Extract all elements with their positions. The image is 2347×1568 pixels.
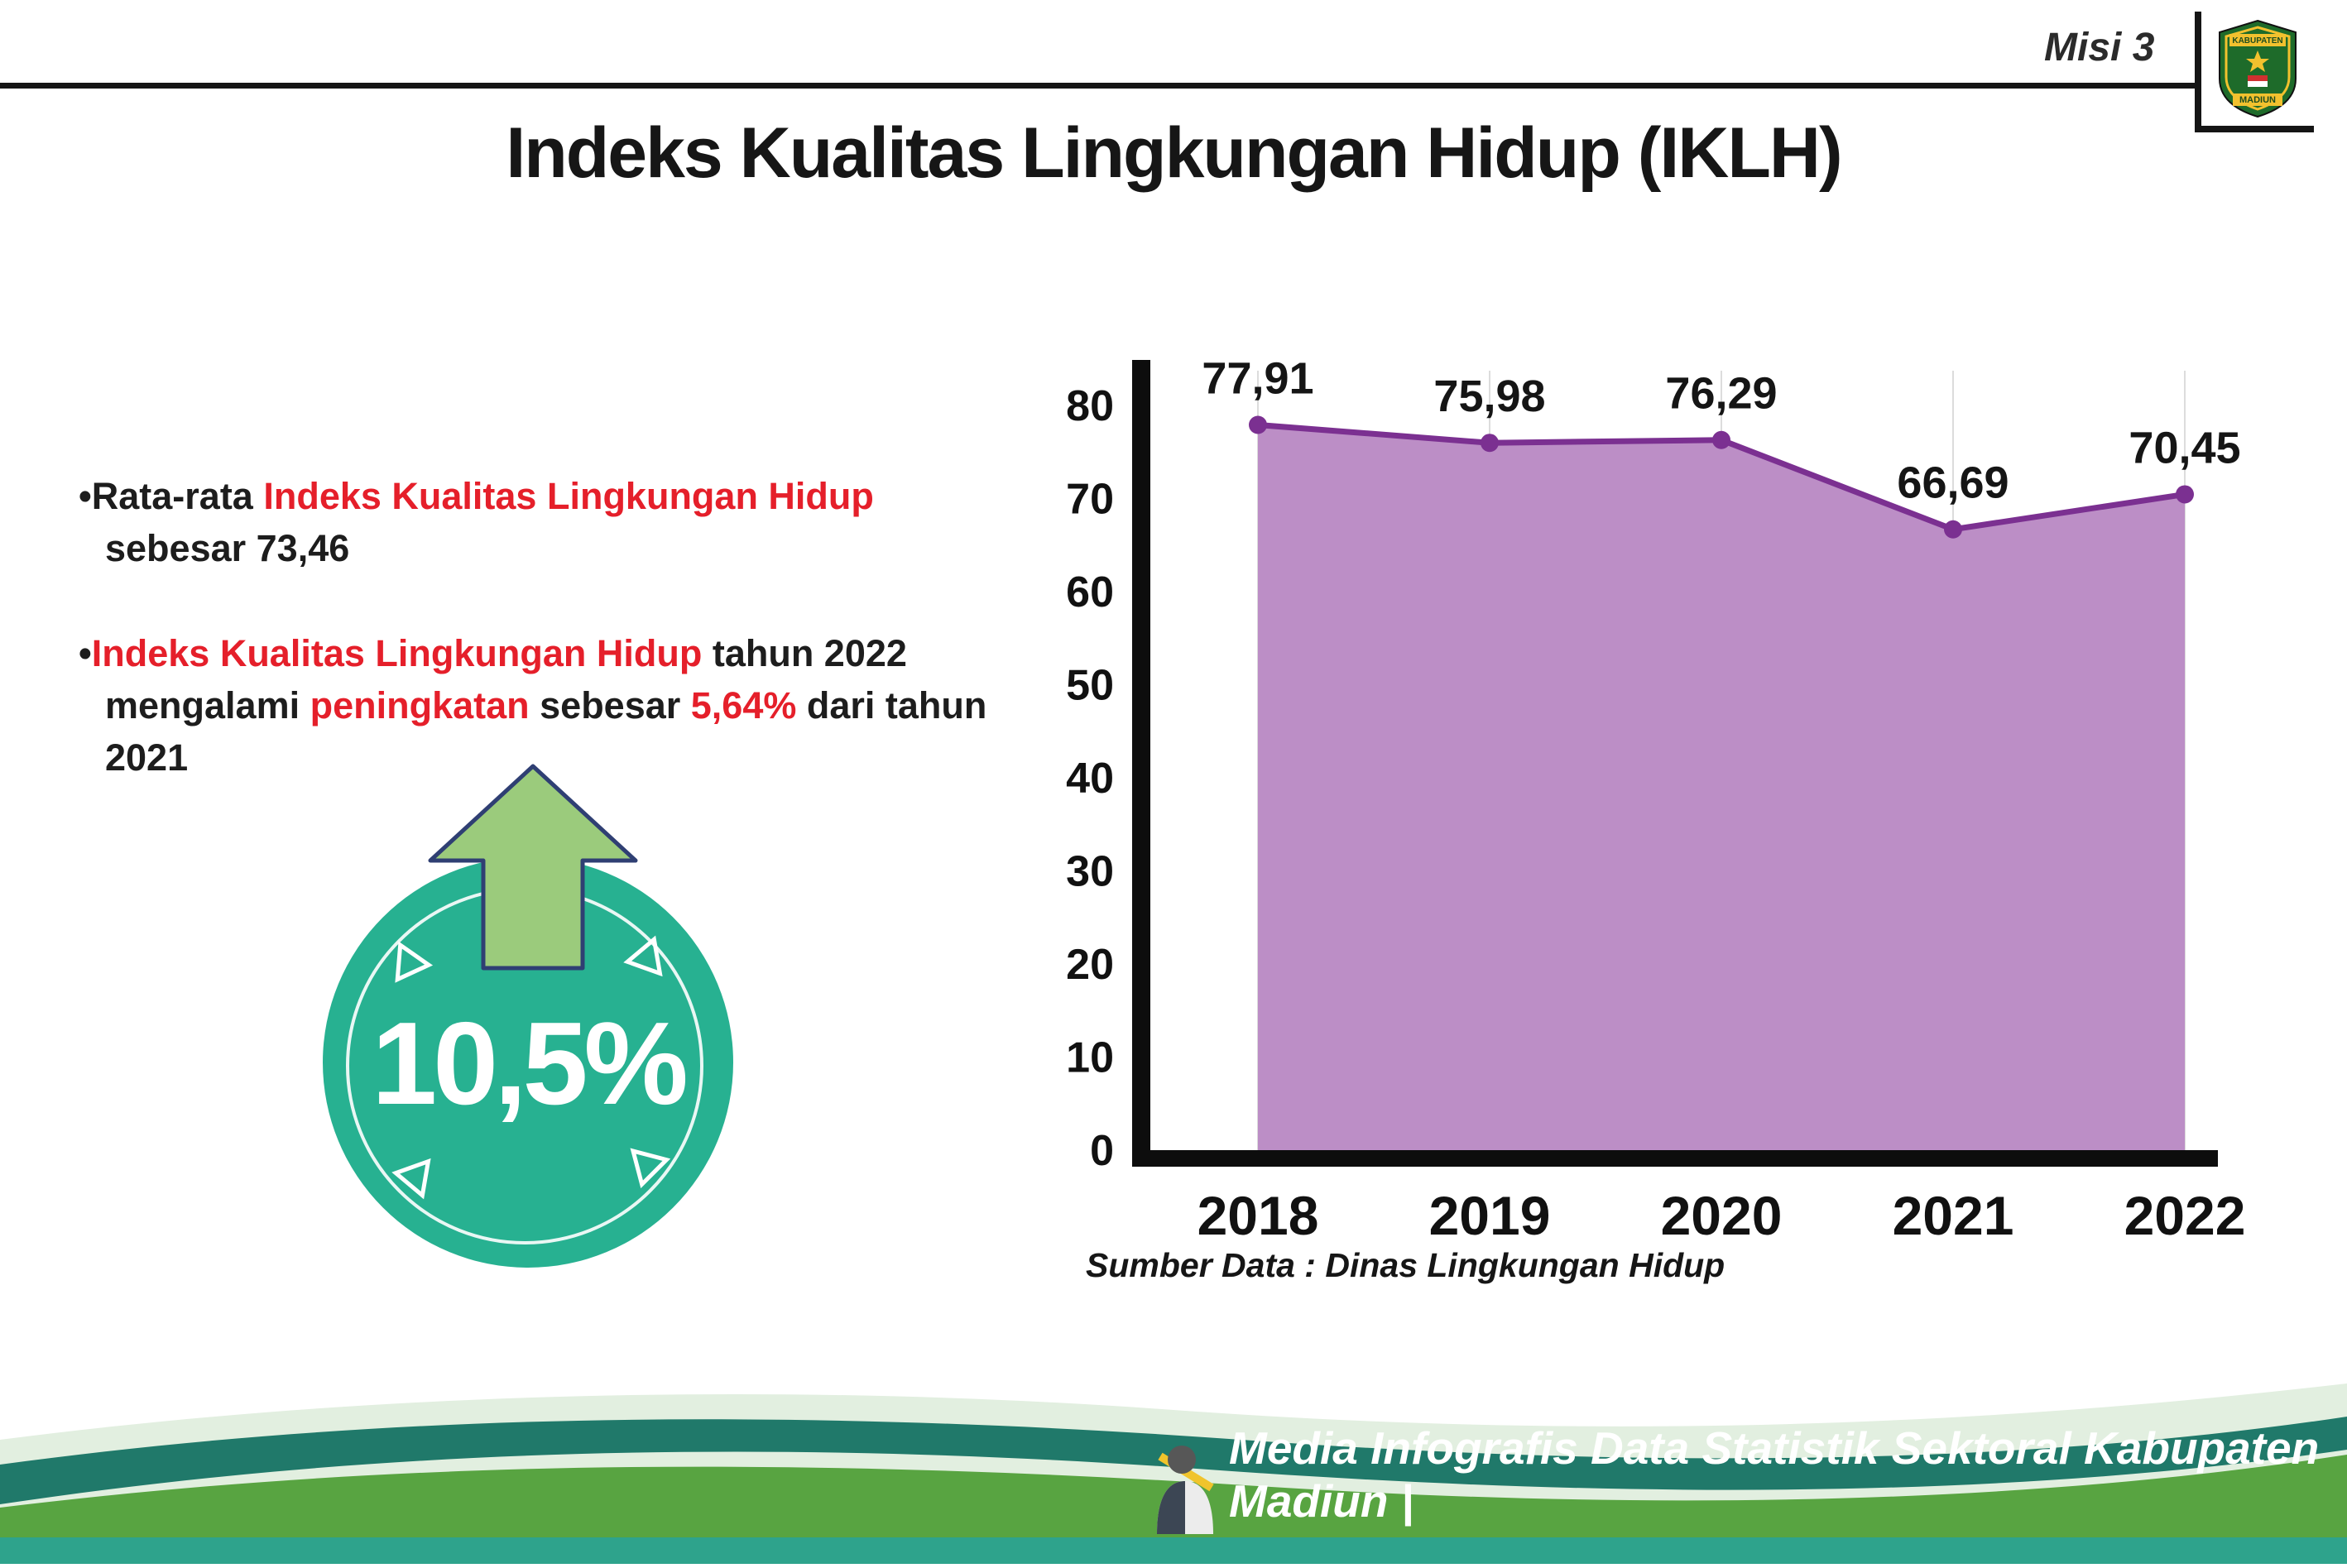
value-label: 76,29 xyxy=(1665,369,1777,419)
kabupaten-madiun-logo: KABUPATEN MADIUN xyxy=(2195,12,2314,132)
crest-inner-border xyxy=(2225,26,2291,111)
y-tick-label: 60 xyxy=(1066,568,1114,616)
text-segment: dari tahun 2021 xyxy=(105,684,987,779)
chart-canvas: 77,91 75,98 76,29 66,69 70,45 0 10 20 30 40 50 60 70… xyxy=(1066,354,2246,1246)
data-point xyxy=(1481,434,1499,453)
misi-label: Misi 3 xyxy=(2044,26,2155,70)
y-tick-label: 70 xyxy=(1066,476,1114,524)
crest-top-text: KABUPATEN xyxy=(2232,36,2282,46)
value-label: 66,69 xyxy=(1897,458,2009,508)
text-segment-highlight: Indeks Kualitas Lingkungan Hidup xyxy=(263,475,874,517)
badge-tick-triangle xyxy=(623,935,663,977)
text-segment: sebesar xyxy=(529,684,691,726)
footer-bottom-strip xyxy=(0,1537,2347,1564)
value-label: 75,98 xyxy=(1433,372,1545,421)
up-arrow-graphic xyxy=(428,764,638,971)
value-label: 77,91 xyxy=(1202,354,1313,404)
y-tick-label: 20 xyxy=(1066,941,1114,989)
crest-bottom-text: MADIUN xyxy=(2239,95,2276,105)
page-title: Indeks Kualitas Lingkungan Hidup (IKLH) xyxy=(506,113,1842,193)
badge-circle-graphic xyxy=(323,857,733,1268)
text-segment-highlight: Indeks Kualitas Lingkungan Hidup xyxy=(91,632,703,674)
x-tick-label: 2021 xyxy=(1893,1185,2014,1246)
badge-tick-triangle xyxy=(395,941,434,983)
up-arrow-icon xyxy=(427,763,639,971)
statistics-mascot-icon xyxy=(1149,1436,1221,1534)
badge-tick-triangle xyxy=(630,1148,671,1189)
x-tick-label: 2019 xyxy=(1429,1185,1551,1246)
y-tick-label: 10 xyxy=(1066,1034,1114,1082)
bullet-marker: • xyxy=(79,632,92,674)
mascot-graphic xyxy=(1157,1446,1214,1534)
footer-credit: Media Infografis Data Statistik Sektoral… xyxy=(1229,1422,2320,1527)
data-point xyxy=(1944,520,1962,539)
crest-top-band xyxy=(2229,34,2286,46)
y-tick-label: 30 xyxy=(1066,848,1114,896)
crest-flag-white xyxy=(2248,81,2268,87)
text-segment: sebesar 73,46 xyxy=(105,527,350,569)
y-tick-label: 0 xyxy=(1090,1127,1114,1175)
percentage-value: 10,5% xyxy=(372,998,689,1129)
data-point xyxy=(2176,485,2194,504)
y-axis xyxy=(1132,360,1150,1167)
mascot-vest xyxy=(1157,1481,1185,1534)
text-segment-highlight: peningkatan xyxy=(310,684,530,726)
header-divider xyxy=(0,83,2195,89)
key-points: •Rata-rata Indeks Kualitas Lingkungan Hi… xyxy=(79,470,993,784)
percentage-badge: 10,5% xyxy=(323,857,733,1268)
bullet-average-iklh: •Rata-rata Indeks Kualitas Lingkungan Hi… xyxy=(79,470,993,574)
bullet-increase-2022: •Indeks Kualitas Lingkungan Hidup tahun … xyxy=(79,627,993,784)
y-tick-label: 50 xyxy=(1066,662,1114,710)
data-point xyxy=(1712,430,1730,449)
up-arrow-shape xyxy=(428,764,638,971)
x-tick-label: 2018 xyxy=(1197,1185,1319,1246)
crest-icon: KABUPATEN MADIUN xyxy=(2219,19,2297,118)
y-tick-label: 80 xyxy=(1066,382,1114,430)
text-segment-highlight: 5,64% xyxy=(690,684,797,726)
value-label: 70,45 xyxy=(2129,423,2240,472)
area-fill xyxy=(1258,424,2185,1150)
data-point xyxy=(1249,415,1267,434)
badge-tick-triangle xyxy=(391,1158,431,1200)
crest-ribbon xyxy=(2233,94,2282,106)
text-segment: tahun 2022 mengalami xyxy=(105,632,907,726)
bullet-marker: • xyxy=(79,475,92,517)
x-tick-label: 2022 xyxy=(2124,1185,2246,1246)
crest-flag-red xyxy=(2248,75,2268,81)
x-axis xyxy=(1132,1150,2218,1167)
y-tick-label: 40 xyxy=(1066,755,1114,803)
mascot-head xyxy=(1168,1446,1196,1474)
data-source-caption: Sumber Data : Dinas Lingkungan Hidup xyxy=(1086,1246,1725,1284)
crest-star xyxy=(2246,50,2269,72)
text-segment: Rata-rata xyxy=(91,475,264,517)
x-tick-label: 2020 xyxy=(1661,1185,1783,1246)
iklh-area-chart: 77,91 75,98 76,29 66,69 70,45 0 10 20 30 40 50 60 70… xyxy=(1026,281,2284,1316)
